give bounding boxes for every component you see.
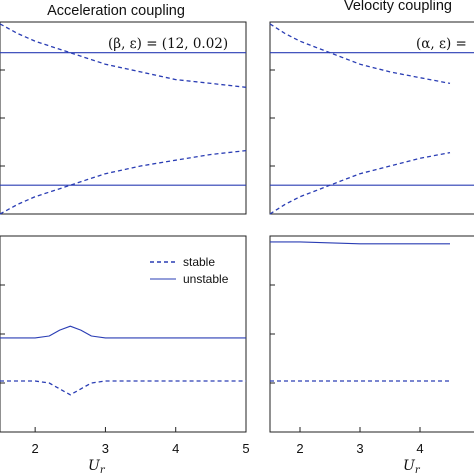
legend: stable unstable bbox=[150, 255, 229, 286]
panel-acceleration-top-frame bbox=[0, 21, 247, 215]
panel-acceleration-bottom-frame bbox=[0, 235, 247, 433]
acceleration-bottom-xtick-label-5: 5 bbox=[242, 441, 249, 456]
acceleration-top-series-3 bbox=[0, 23, 247, 88]
series-acceleration-top bbox=[0, 23, 247, 215]
acceleration-bottom-xtick-label-4: 4 bbox=[172, 441, 179, 456]
legend-label-unstable: unstable bbox=[183, 272, 229, 286]
velocity-bottom-xtick-label-2: 2 bbox=[296, 441, 303, 456]
x-tick-labels: 2 3 4 5 2 3 4 bbox=[31, 427, 424, 456]
acceleration-bottom-xtick-label-2: 2 bbox=[31, 441, 38, 456]
acceleration-bottom-xtick-label-3: 3 bbox=[102, 441, 109, 456]
acceleration-top-series-4 bbox=[0, 149, 247, 215]
annotation-acceleration: (β, ε) = (12, 0.02) bbox=[108, 36, 228, 52]
xlabel-velocity: Ur bbox=[403, 458, 421, 474]
acceleration-bottom-series-stable bbox=[0, 380, 246, 396]
legend-label-stable: stable bbox=[183, 255, 215, 269]
xlabel-acceleration: Ur bbox=[88, 458, 106, 474]
acceleration-bottom-series-unstable bbox=[0, 325, 246, 339]
velocity-bottom-xtick-label-3: 3 bbox=[356, 441, 363, 456]
title-velocity: Velocity coupling bbox=[344, 0, 452, 14]
series-velocity-top bbox=[269, 23, 474, 215]
series-velocity-bottom bbox=[270, 241, 450, 382]
annotation-velocity: (α, ε) = bbox=[416, 36, 467, 52]
title-acceleration: Acceleration coupling bbox=[47, 3, 185, 19]
panel-velocity-bottom-frame bbox=[269, 235, 474, 433]
velocity-bottom-xtick-label-4: 4 bbox=[416, 441, 423, 456]
velocity-top-series-4 bbox=[269, 151, 451, 215]
y-tick-marks bbox=[0, 69, 275, 384]
series-acceleration-bottom bbox=[0, 325, 246, 396]
velocity-top-series-3 bbox=[269, 23, 451, 85]
velocity-bottom-series-1 bbox=[270, 241, 450, 245]
